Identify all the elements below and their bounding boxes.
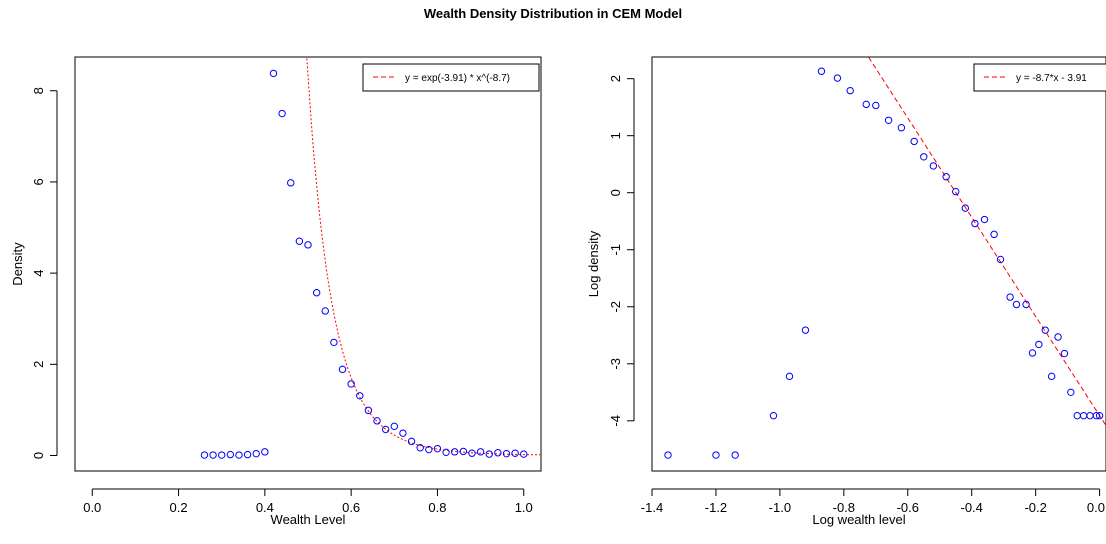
data-point	[451, 448, 459, 456]
x-tick-label: 1.0	[515, 500, 533, 515]
data-point	[399, 429, 407, 437]
data-point	[304, 241, 312, 249]
y-axis-label: Density	[10, 242, 25, 286]
data-point	[356, 392, 364, 400]
data-point	[407, 437, 416, 446]
data-point	[511, 449, 519, 457]
data-point	[295, 237, 304, 245]
data-point	[287, 179, 295, 187]
data-point	[243, 450, 252, 459]
data-point	[269, 69, 278, 78]
legend-label: y = exp(-3.91) * x^(-8.7)	[405, 73, 510, 84]
data-point	[425, 445, 433, 454]
data-point	[476, 448, 485, 456]
data-point	[520, 450, 528, 458]
data-point	[364, 406, 373, 415]
data-point	[209, 451, 217, 459]
data-point	[235, 451, 243, 459]
data-point	[200, 451, 209, 459]
data-point	[373, 417, 381, 425]
y-tick-label: 8	[31, 87, 46, 94]
y-tick-label: 6	[31, 178, 46, 185]
data-point	[442, 448, 450, 457]
data-point	[468, 449, 476, 457]
data-point	[485, 450, 493, 458]
data-point	[218, 451, 226, 459]
data-point	[330, 338, 338, 347]
x-tick-label: 0.2	[170, 500, 188, 515]
y-tick-label: 0	[31, 452, 46, 459]
x-tick-label: 0.4	[256, 500, 274, 515]
data-point	[494, 449, 502, 457]
data-point	[252, 449, 260, 458]
y-tick-label: 2	[31, 361, 46, 368]
data-point	[278, 109, 286, 118]
data-point	[261, 448, 269, 456]
data-point	[321, 307, 329, 315]
x-tick-label: 0.8	[428, 500, 446, 515]
y-tick-label: 4	[31, 270, 46, 277]
x-axis-label: Wealth Level	[271, 512, 346, 527]
x-tick-label: 0.0	[83, 500, 101, 515]
data-point	[381, 425, 390, 434]
data-point	[433, 444, 442, 453]
data-point	[459, 447, 468, 456]
data-point	[312, 289, 321, 297]
figure-title: Wealth Density Distribution in CEM Model	[423, 6, 683, 21]
plot-frame	[74, 56, 542, 472]
data-point	[226, 450, 235, 459]
x-tick-label: 0.6	[342, 500, 360, 515]
data-point	[390, 422, 398, 431]
data-point	[502, 449, 511, 458]
data-point	[416, 444, 424, 452]
data-point	[347, 380, 355, 388]
data-point	[338, 365, 347, 374]
